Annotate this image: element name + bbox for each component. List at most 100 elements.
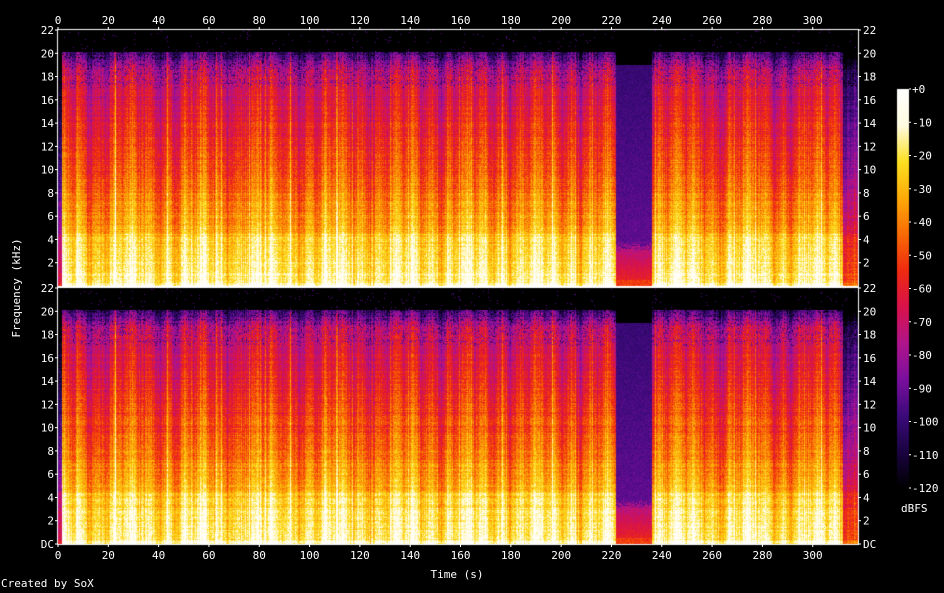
x-tick-label: 20 [102,14,115,27]
y-tick-label: 22 [41,282,54,295]
x-tick-label: 0 [55,14,62,27]
x-tick-label: 140 [400,14,420,27]
y-tick-label: 10 [863,422,876,435]
x-tick-label: 100 [300,14,320,27]
colorbar-ticks: +0 -10 -20 -30 -40 -50 -60 -70 -80 -90 -100 -110 -12… [909,83,939,495]
y-tick-label: 16 [863,352,876,365]
x-tick-label: 100 [300,549,320,562]
x-tick-label: 40 [152,549,165,562]
x-tick-label: 40 [152,14,165,27]
y-tick-label: 2 [863,257,870,270]
y-tick-label: 20 [863,47,876,60]
y-tick-label: 12 [41,398,54,411]
y-tick-label: 4 [863,491,870,504]
y-tick-label: 22 [863,24,876,37]
y-tick-label: 18 [41,329,54,342]
x-tick-label: 180 [501,14,521,27]
colorbar-tick-label: -100 [912,416,939,429]
x-tick-label: 160 [451,14,471,27]
y-tick-label: 16 [41,94,54,107]
x-tick-label: 180 [501,549,521,562]
y-tick-label: 8 [47,445,54,458]
y-tick-label: 14 [863,117,877,130]
y-tick-label: 6 [47,468,54,481]
colorbar-label: dBFS [901,502,928,515]
y-tick-label: 20 [41,47,54,60]
y-tick-label: 16 [41,352,54,365]
colorbar-tick-label: -10 [912,116,932,129]
y-tick-label: 12 [863,398,876,411]
colorbar-tick-label: +0 [912,83,925,96]
x-tick-label: 240 [652,14,672,27]
y-tick-label: DC [863,538,876,551]
y-tick-label: 6 [47,210,54,223]
y-ticks-right: 2 4 6 8 10 12 14 16 18 20 22 DC 2 4 6 8 10 12 14 16 18 20 22 [858,24,877,551]
y-tick-label: 8 [863,187,870,200]
y-ticks-left: 2 4 6 8 10 12 14 16 18 20 22 DC 2 4 6 8 10 12 14 16 18 20 22 [41,24,58,551]
y-tick-label: 20 [41,305,54,318]
y-tick-label: 6 [863,210,870,223]
colorbar-tick-label: -120 [912,482,939,495]
y-tick-label: 14 [41,117,55,130]
x-tick-label: 120 [350,549,370,562]
colorbar-tick-label: -90 [912,382,932,395]
x-tick-label: 20 [102,549,115,562]
x-tick-label: 300 [803,549,823,562]
y-tick-label: 14 [863,375,877,388]
x-tick-label: 0 [55,549,62,562]
y-tick-label: 2 [47,515,54,528]
x-tick-label: 120 [350,14,370,27]
y-tick-label: 18 [41,71,54,84]
y-tick-label: 18 [863,329,876,342]
x-tick-label: 280 [752,14,772,27]
y-axis-label: Frequency (kHz) [10,238,23,337]
colorbar-tick-label: -110 [912,449,939,462]
y-tick-label: 8 [47,187,54,200]
y-tick-label: 16 [863,94,876,107]
x-tick-label: 60 [202,549,215,562]
y-tick-label: 10 [41,422,54,435]
colorbar-tick-label: -70 [912,316,932,329]
y-tick-label: 20 [863,305,876,318]
y-tick-label: 4 [863,233,870,246]
y-tick-label: 4 [47,233,54,246]
colorbar-tick-label: -60 [912,283,932,296]
y-tick-label: 22 [41,24,54,37]
x-axis-label: Time (s) [431,568,484,581]
y-tick-label: 2 [47,257,54,270]
colorbar-tick-label: -50 [912,249,932,262]
y-tick-label: 4 [47,491,54,504]
y-tick-label: 6 [863,468,870,481]
x-tick-label: 80 [253,14,266,27]
y-tick-label: 8 [863,445,870,458]
y-tick-label: 2 [863,515,870,528]
y-tick-label: 10 [41,164,54,177]
x-tick-label: 160 [451,549,471,562]
colorbar-tick-label: -40 [912,216,932,229]
x-tick-label: 260 [702,14,722,27]
y-tick-label: 14 [41,375,55,388]
y-tick-label: 12 [41,140,54,153]
y-tick-label: 18 [863,71,876,84]
x-tick-label: 220 [602,549,622,562]
y-tick-label: 10 [863,164,876,177]
x-tick-label: 200 [551,549,571,562]
x-tick-label: 60 [202,14,215,27]
y-tick-label: DC [41,538,54,551]
y-tick-label: 12 [863,140,876,153]
colorbar-tick-label: -30 [912,183,932,196]
colorbar-tick-label: -20 [912,150,932,163]
x-tick-label: 200 [551,14,571,27]
y-tick-label: 22 [863,282,876,295]
x-tick-label: 80 [253,549,266,562]
x-tick-label: 220 [602,14,622,27]
x-ticks-bottom: 0 20 40 60 80 100 120 140 160 180 200 220 240 260 280 3… [55,544,823,562]
x-tick-label: 280 [752,549,772,562]
x-tick-label: 240 [652,549,672,562]
x-tick-label: 260 [702,549,722,562]
credit-text: Created by SoX [1,577,94,590]
x-tick-label: 300 [803,14,823,27]
x-ticks-top: 0 20 40 60 80 100 120 140 160 180 200 220 240 260 280 3… [55,14,823,30]
